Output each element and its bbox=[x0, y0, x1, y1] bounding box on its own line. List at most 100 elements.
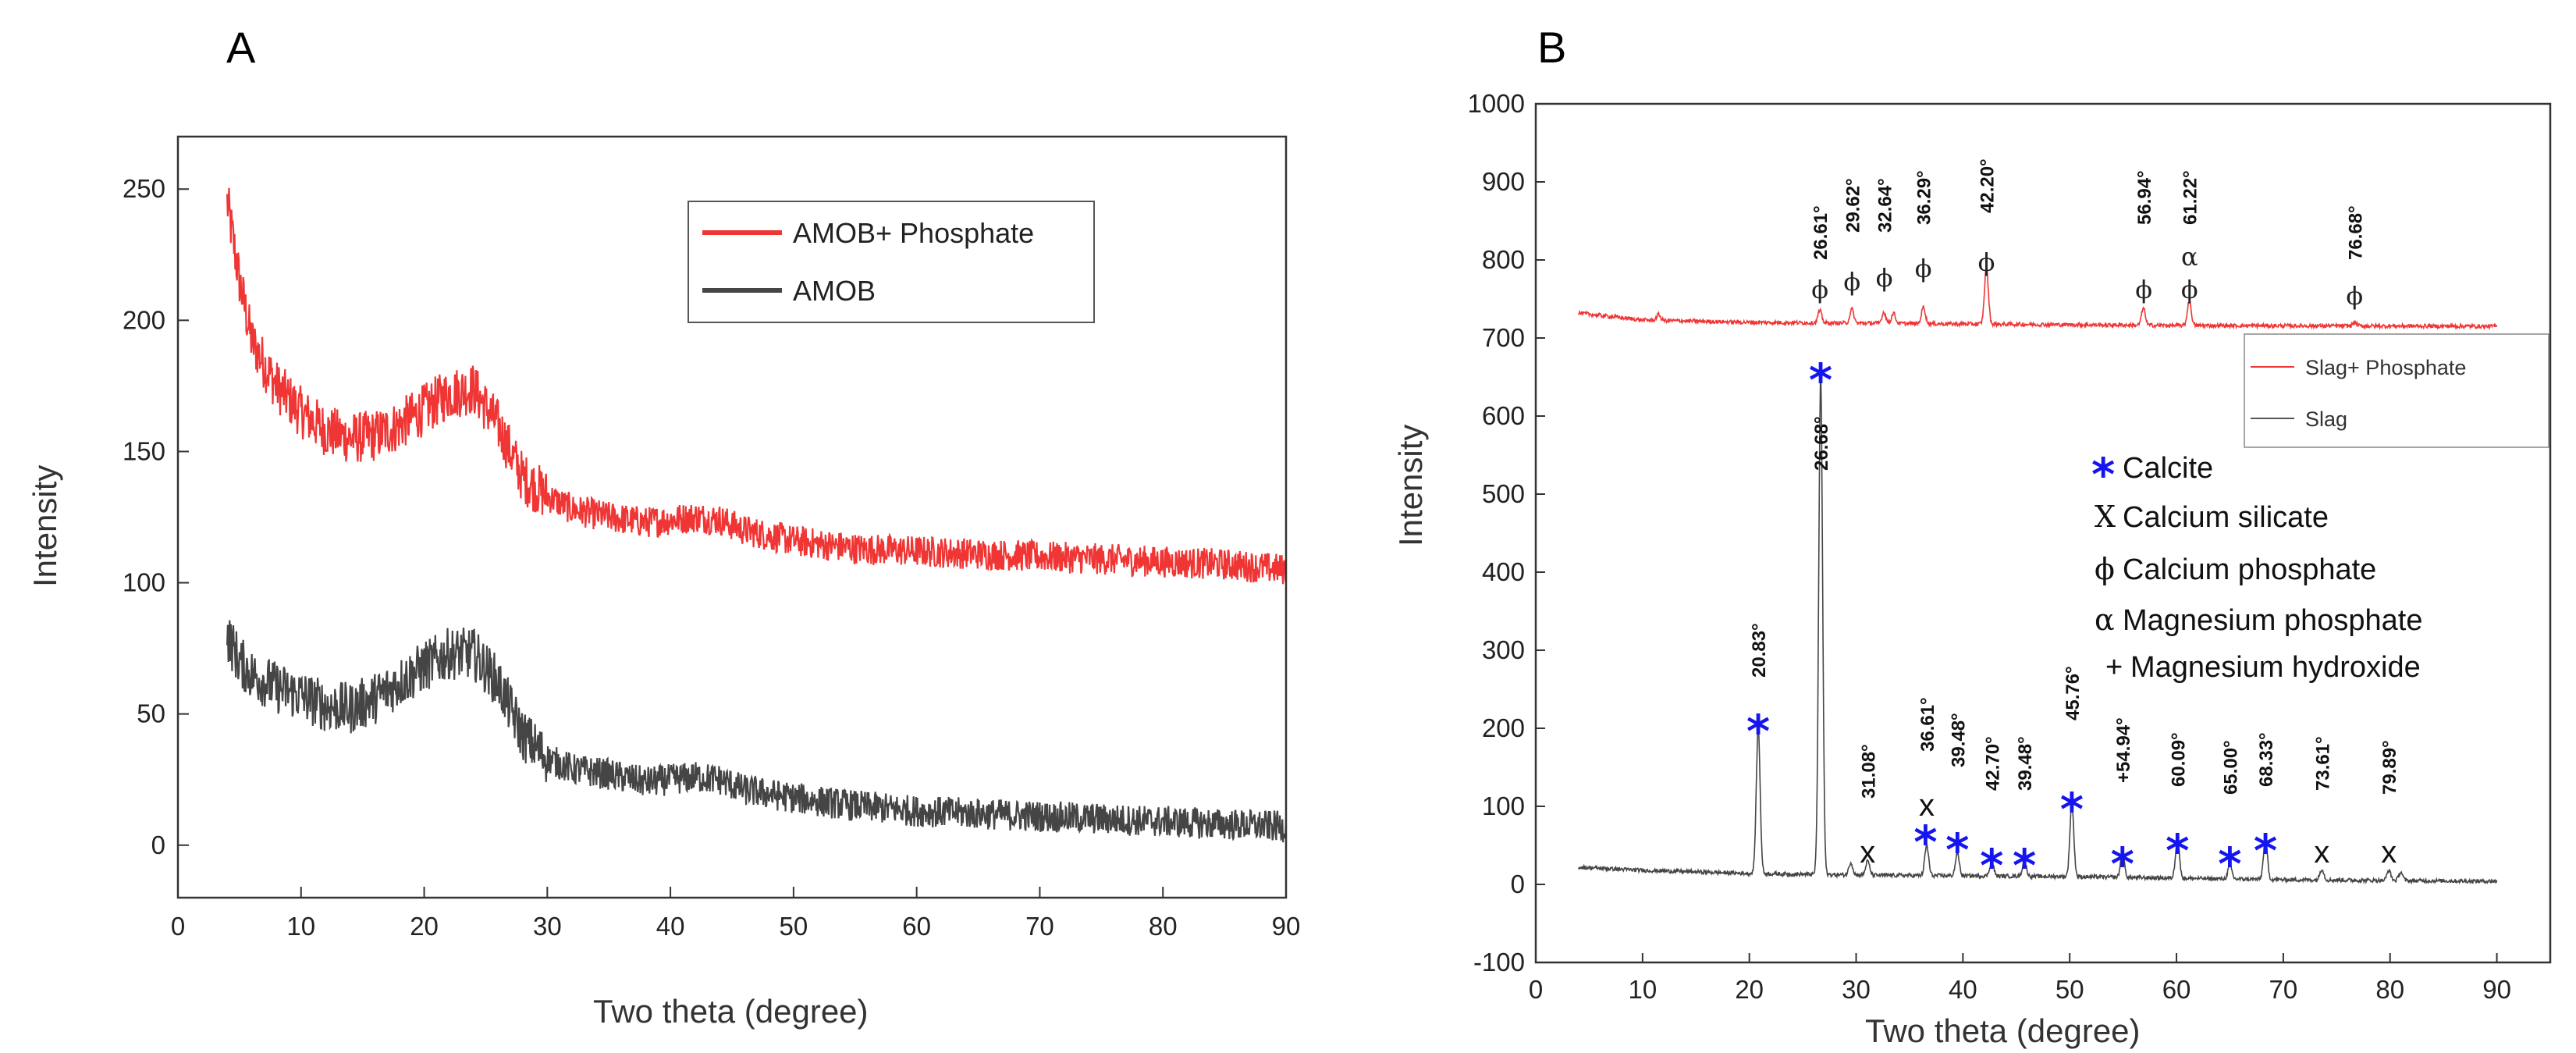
marker-calcite: * bbox=[2254, 824, 2277, 877]
peak-label: 29.62° bbox=[1842, 178, 1864, 233]
legend-label-slag-phosphate: Slag+ Phosphate bbox=[2305, 356, 2466, 379]
panel-b-plot-frame bbox=[1534, 102, 2552, 964]
phase-key-label-calcium-silicate: Calcium silicate bbox=[2123, 501, 2329, 534]
panel-a-x-tick-label: 30 bbox=[533, 912, 562, 941]
marker-calcium-silicate: x bbox=[2381, 835, 2397, 870]
panel-b-y-tick-label: 700 bbox=[1482, 323, 1525, 352]
series-line-slag bbox=[1577, 381, 2498, 885]
marker-calcium-phosphate: ϕ bbox=[1915, 254, 1932, 283]
marker-calcium-phosphate: ϕ bbox=[1876, 263, 1893, 293]
panel-a-y-tick-label: 0 bbox=[151, 831, 165, 859]
panel-a-y-tick-label: 200 bbox=[123, 305, 165, 334]
legend-label-amob-phosphate: AMOB+ Phosphate bbox=[793, 217, 1034, 249]
marker-calcite: * bbox=[1913, 816, 1937, 869]
panel-a-y-tick-label: 100 bbox=[123, 568, 165, 597]
peak-label: 20.83° bbox=[1749, 623, 1770, 678]
peak-label: 45.76° bbox=[2063, 666, 2084, 720]
marker-magnesium-phosphate: α bbox=[2181, 242, 2198, 272]
panel-b-x-tick-label: 30 bbox=[1842, 975, 1871, 1004]
panel-b-y-tick-label: 1000 bbox=[1468, 89, 1525, 118]
phase-key-symbol-calcite: * bbox=[2091, 448, 2115, 501]
phase-key-symbol-calcium-phosphate: ϕ bbox=[2095, 552, 2115, 586]
phase-key-label-calcium-phosphate: Calcium phosphate bbox=[2123, 553, 2376, 586]
panel-b-y-tick-label: -100 bbox=[1473, 948, 1525, 977]
peak-label: 31.08° bbox=[1858, 744, 1879, 799]
peak-label: 39.48° bbox=[2015, 736, 2036, 791]
panel-a-legend: AMOB+ Phosphate AMOB bbox=[688, 201, 1095, 323]
panel-b-ticks: 0 10 20 30 40 50 60 70 80 90-10001002003004005006… bbox=[1468, 89, 2511, 1004]
panel-a-x-tick-label: 60 bbox=[902, 912, 931, 941]
panel-a-x-tick-label: 0 bbox=[171, 912, 185, 941]
peak-label: 68.33° bbox=[2256, 732, 2277, 787]
marker-calcium-phosphate: ϕ bbox=[1843, 267, 1860, 297]
peak-label: 79.89° bbox=[2379, 740, 2400, 795]
marker-calcium-phosphate: ϕ bbox=[2181, 275, 2198, 304]
peak-label: +54.94° bbox=[2113, 717, 2134, 783]
panel-a-ylabel: Intensity bbox=[27, 465, 63, 587]
marker-calcite: * bbox=[1809, 354, 1832, 407]
panel-a-y-tick-label: 250 bbox=[123, 174, 165, 203]
peak-label: 60.09° bbox=[2168, 732, 2189, 787]
peak-label: 65.00° bbox=[2220, 740, 2241, 795]
panel-b-series bbox=[1577, 267, 2498, 885]
peak-label: 73.61° bbox=[2312, 736, 2333, 791]
panel-a-xlabel: Two theta (degree) bbox=[593, 993, 869, 1030]
panel-a-x-tick-label: 40 bbox=[656, 912, 685, 941]
panel-a-x-tick-label: 10 bbox=[286, 912, 315, 941]
panel-a-y-tick-label: 50 bbox=[137, 699, 165, 728]
peak-label: 42.70° bbox=[1982, 736, 2003, 791]
peak-label: 26.68° bbox=[1811, 416, 1832, 471]
phase-key-symbol-magnesium-hydroxide: + bbox=[2105, 651, 2123, 684]
panel-b-y-tick-label: 100 bbox=[1482, 792, 1525, 820]
marker-calcite: * bbox=[1980, 839, 2003, 892]
marker-calcite: * bbox=[2166, 824, 2189, 877]
marker-calcium-silicate: x bbox=[1919, 788, 1935, 823]
panel-b-legend-box bbox=[2244, 333, 2549, 448]
panel-a-x-tick-label: 70 bbox=[1025, 912, 1054, 941]
marker-calcium-silicate: x bbox=[1860, 835, 1875, 870]
panel-a-x-tick-label: 90 bbox=[1272, 912, 1301, 941]
marker-calcium-silicate: x bbox=[2314, 835, 2329, 870]
series-line-amob bbox=[226, 620, 1288, 843]
panel-b-x-tick-label: 50 bbox=[2055, 975, 2084, 1004]
peak-label: 32.64° bbox=[1875, 178, 1896, 233]
phase-key-label-magnesium-phosphate: Magnesium phosphate bbox=[2123, 604, 2422, 637]
phase-key: * Calcite X Calcium silicate ϕ Calcium p… bbox=[2091, 448, 2422, 684]
panel-b-x-tick-label: 0 bbox=[1529, 975, 1543, 1004]
peak-label: 76.68° bbox=[2345, 205, 2366, 260]
panel-b-x-tick-label: 10 bbox=[1628, 975, 1657, 1004]
marker-calcite: * bbox=[1945, 824, 1969, 877]
panel-b-x-tick-label: 70 bbox=[2269, 975, 2298, 1004]
panel-b-y-tick-label: 0 bbox=[1511, 870, 1525, 898]
panel-a: A 0 10 20 30 40 50 60 70 80 90 0 50 100 150 200 250 Two… bbox=[27, 23, 1300, 1030]
marker-calcium-phosphate: ϕ bbox=[1811, 275, 1828, 304]
panel-a-y-tick-label: 150 bbox=[123, 436, 165, 465]
peak-label: 26.61° bbox=[1810, 205, 1832, 260]
panel-b-legend: Slag+ Phosphate Slag bbox=[2244, 333, 2549, 448]
panel-a-ticks: 0 10 20 30 40 50 60 70 80 90 0 50 100 150 200 250 bbox=[123, 174, 1300, 941]
marker-calcite: * bbox=[2111, 838, 2134, 891]
panel-a-series bbox=[226, 187, 1288, 843]
panel-b-x-tick-label: 60 bbox=[2162, 975, 2191, 1004]
panel-b-y-tick-label: 500 bbox=[1482, 479, 1525, 508]
marker-calcium-phosphate: ϕ bbox=[2346, 281, 2363, 311]
panel-b-x-tick-label: 40 bbox=[1949, 975, 1977, 1004]
marker-calcite: * bbox=[2013, 839, 2036, 892]
panel-b-annotations: 26.61° 29.62° 32.64° 36.29° 42.20° 56.94° 61.2… bbox=[1746, 158, 2400, 892]
panel-b-y-tick-label: 900 bbox=[1482, 167, 1525, 196]
panel-b-ylabel: Intensity bbox=[1392, 425, 1429, 546]
panel-a-letter: A bbox=[226, 23, 256, 72]
marker-calcite: * bbox=[1746, 705, 1770, 758]
peak-label: 42.20° bbox=[1977, 158, 1998, 213]
series-line-slag-phosphate bbox=[1577, 267, 2498, 331]
panel-b-x-tick-label: 20 bbox=[1735, 975, 1764, 1004]
marker-calcite: * bbox=[2060, 783, 2084, 836]
panel-b-y-tick-label: 400 bbox=[1482, 557, 1525, 586]
series-line-amob-phosphate bbox=[226, 187, 1287, 585]
panel-b-y-tick-label: 800 bbox=[1482, 245, 1525, 274]
marker-calcium-phosphate: ϕ bbox=[1978, 247, 1995, 277]
peak-label: 56.94° bbox=[2134, 170, 2155, 225]
marker-calcium-phosphate: ϕ bbox=[2135, 275, 2152, 304]
peak-label: 36.61° bbox=[1917, 697, 1938, 752]
